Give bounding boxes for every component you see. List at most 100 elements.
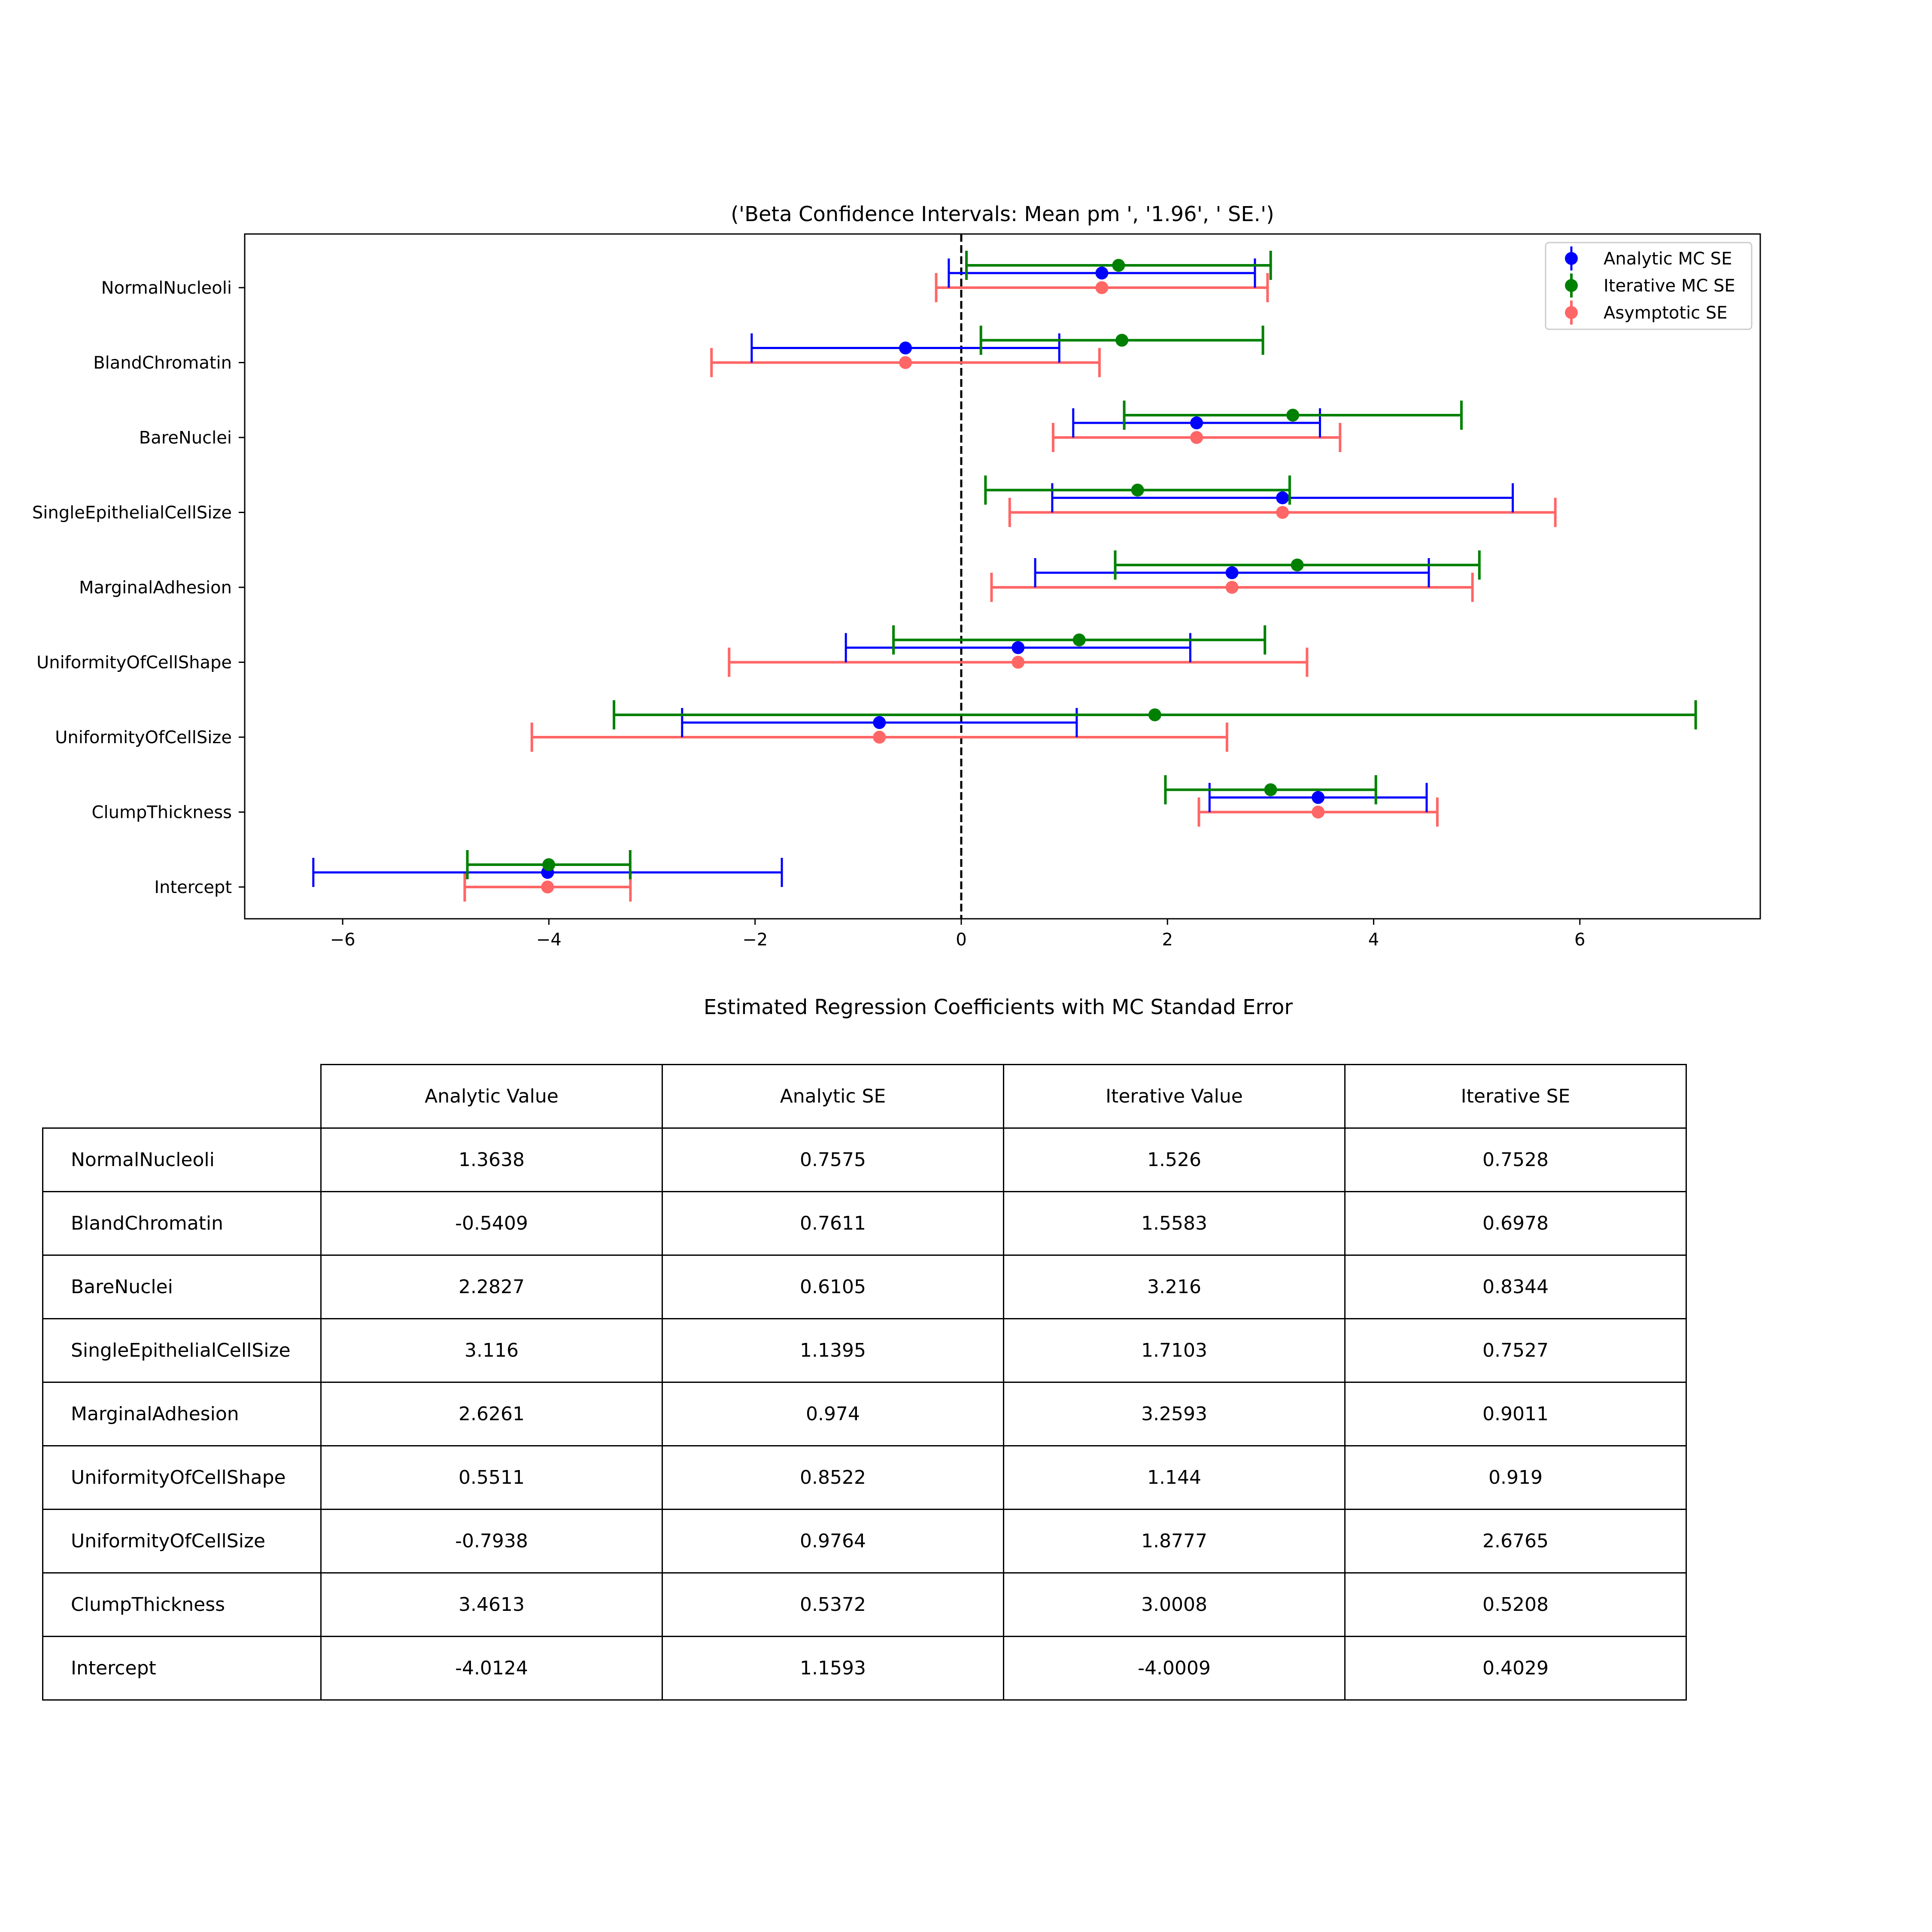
table-row: MarginalAdhesion 2.6261 0.974 3.2593 0.9011: [42, 1382, 1687, 1446]
estimate-point: [1095, 281, 1109, 294]
y-tick-label: UniformityOfCellShape: [36, 653, 232, 673]
table-cell: 2.2827: [320, 1255, 663, 1319]
estimate-point: [1312, 791, 1325, 804]
table-cell: 3.0008: [1003, 1572, 1346, 1637]
estimate-point: [899, 356, 912, 369]
table-cell: 0.9764: [662, 1509, 1004, 1574]
y-tick-label: SingleEpithelialCellSize: [32, 503, 232, 523]
table-header-row: Analytic Value Analytic SE Iterative Value…: [43, 1064, 1687, 1129]
table-cell: 1.526: [1003, 1127, 1346, 1192]
table-cell: 2.6261: [320, 1382, 663, 1446]
coefficient-table-container: Analytic Value Analytic SE Iterative Value…: [42, 1064, 1687, 1701]
estimate-point: [1095, 267, 1109, 279]
y-tick-label: UniformityOfCellSize: [55, 728, 232, 747]
table-cell: 3.2593: [1003, 1382, 1346, 1446]
estimate-point: [1112, 259, 1125, 272]
legend-label: Analytic MC SE: [1604, 249, 1732, 269]
estimate-point: [1190, 431, 1203, 444]
table-row-label: MarginalAdhesion: [42, 1382, 322, 1446]
legend-box: [1545, 242, 1753, 330]
x-tick-label: 4: [1368, 930, 1379, 950]
table-column-header: Iterative SE: [1344, 1064, 1687, 1129]
table-column-header: Analytic SE: [662, 1064, 1004, 1129]
estimate-point: [1148, 708, 1161, 721]
legend-marker-point: [1565, 252, 1578, 265]
estimate-point: [542, 858, 556, 871]
x-tick-label: 6: [1574, 930, 1585, 950]
series-asymptotic-se: [463, 273, 1557, 902]
table-body: NormalNucleoli 1.3638 0.7575 1.526 0.7528 Bla…: [42, 1127, 1687, 1701]
table-row: UniformityOfCellSize -0.7938 0.9764 1.8777 2…: [42, 1509, 1687, 1574]
table-cell: 1.7103: [1003, 1318, 1346, 1383]
table-cell: 0.919: [1344, 1445, 1687, 1510]
table-row-label: BareNuclei: [42, 1255, 322, 1319]
table-cell: 3.216: [1003, 1255, 1346, 1319]
table-corner-cell: [43, 1064, 322, 1129]
table-cell: 3.4613: [320, 1572, 663, 1637]
table-cell: 1.1395: [662, 1318, 1004, 1383]
table-cell: 0.7575: [662, 1127, 1004, 1192]
table-cell: 0.7527: [1344, 1318, 1687, 1383]
table-row-label: NormalNucleoli: [42, 1127, 322, 1192]
table-row: SingleEpithelialCellSize 3.116 1.1395 1.710…: [42, 1318, 1687, 1383]
table-row-label: ClumpThickness: [42, 1572, 322, 1637]
series-iterative-mc-se: [466, 251, 1697, 879]
y-tick-label: ClumpThickness: [92, 803, 232, 823]
table-title: Estimated Regression Coefficients with M…: [703, 995, 1293, 1019]
y-tick-label: BlandChromatin: [93, 353, 232, 373]
legend-label: Iterative MC SE: [1604, 276, 1735, 296]
table-cell: 0.974: [662, 1382, 1004, 1446]
table-cell: -0.7938: [320, 1509, 663, 1574]
y-tick-label: BareNuclei: [139, 428, 232, 448]
x-tick-label: 0: [956, 930, 966, 950]
estimate-point: [899, 341, 912, 355]
table-column-header: Analytic Value: [320, 1064, 663, 1129]
table-cell: 1.1593: [662, 1636, 1004, 1701]
y-tick-label: MarginalAdhesion: [79, 578, 232, 598]
table-cell: 0.8344: [1344, 1255, 1687, 1319]
table-cell: 0.5208: [1344, 1572, 1687, 1637]
legend-marker-point: [1565, 306, 1578, 319]
coefficient-table: Analytic Value Analytic SE Iterative Value…: [42, 1064, 1687, 1701]
x-axis: −6 −4 −2 0 2 4 6: [330, 919, 1585, 950]
table-cell: 1.8777: [1003, 1509, 1346, 1574]
estimate-point: [1286, 409, 1300, 422]
legend-entry: Analytic MC SE: [1565, 246, 1732, 270]
estimate-point: [1291, 559, 1304, 571]
chart-title: ('Beta Confidence Intervals: Mean pm ', …: [731, 202, 1274, 226]
legend-marker-point: [1565, 279, 1578, 292]
table-cell: 3.116: [320, 1318, 663, 1383]
table-row: UniformityOfCellShape 0.5511 0.8522 1.144 0.…: [42, 1445, 1687, 1510]
x-tick-label: −4: [536, 930, 562, 950]
y-tick-label: Intercept: [154, 878, 232, 897]
table-cell: -0.5409: [320, 1191, 663, 1256]
estimate-point: [1276, 506, 1289, 519]
estimate-point: [873, 716, 886, 729]
table-row: Intercept -4.0124 1.1593 -4.0009 0.4029: [42, 1636, 1687, 1701]
plot-area: [244, 233, 1761, 920]
estimate-point: [1072, 633, 1086, 647]
estimate-point: [1131, 483, 1144, 497]
legend: Analytic MC SE Iterative MC SE Asymptotic …: [1545, 242, 1753, 330]
table-cell: 0.7611: [662, 1191, 1004, 1256]
estimate-point: [1012, 656, 1025, 669]
table-row: BareNuclei 2.2827 0.6105 3.216 0.8344: [42, 1255, 1687, 1319]
table-column-header: Iterative Value: [1003, 1064, 1346, 1129]
legend-entry: Iterative MC SE: [1565, 273, 1735, 298]
table-cell: 2.6765: [1344, 1509, 1687, 1574]
y-axis: NormalNucleoli BlandChromatin BareNuclei Si…: [32, 278, 245, 897]
estimate-point: [541, 881, 554, 893]
x-tick-label: −2: [742, 930, 768, 950]
series-analytic-mc-se: [312, 258, 1514, 887]
table-cell: 0.4029: [1344, 1636, 1687, 1701]
table-cell: 1.5583: [1003, 1191, 1346, 1256]
table-cell: 1.144: [1003, 1445, 1346, 1510]
table-cell: 0.9011: [1344, 1382, 1687, 1446]
legend-entry: Asymptotic SE: [1565, 301, 1728, 325]
estimate-point: [1276, 491, 1289, 504]
table-cell: -4.0124: [320, 1636, 663, 1701]
estimate-point: [1312, 805, 1325, 819]
table-row-label: SingleEpithelialCellSize: [42, 1318, 322, 1383]
table-cell: 0.5372: [662, 1572, 1004, 1637]
